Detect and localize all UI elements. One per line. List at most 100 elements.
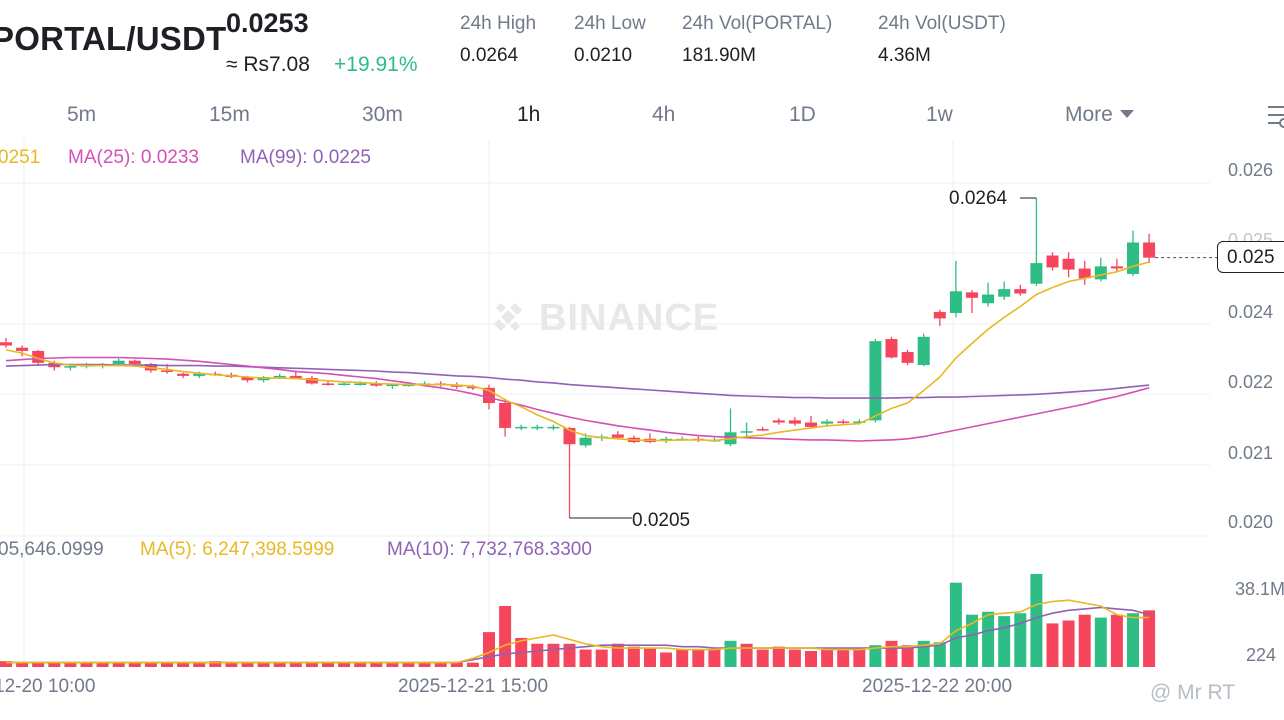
time-axis-label: 2025-12-22 20:00 xyxy=(862,676,1013,697)
volume-bar xyxy=(595,649,608,667)
volume-bar xyxy=(772,646,785,667)
candle-body xyxy=(966,292,978,298)
volume-bar xyxy=(692,649,705,667)
high-price-annotation: 0.0264 xyxy=(949,188,1008,209)
volume-bar xyxy=(837,649,850,667)
volume-bar xyxy=(241,662,254,667)
stat-24h-low-label: 24h Low xyxy=(574,13,646,34)
volume-bar xyxy=(1110,614,1123,667)
candle-body xyxy=(322,383,334,385)
volume-bar xyxy=(724,640,737,667)
more-timeframes-dropdown[interactable]: More xyxy=(1065,103,1134,127)
volume-bar xyxy=(966,614,978,667)
volume-legend: 05,646.0999 xyxy=(0,539,104,560)
volume-bar xyxy=(949,582,962,667)
more-label: More xyxy=(1065,103,1113,126)
low-price-annotation: 0.0205 xyxy=(632,510,691,531)
price-axis-tick: 0.020 xyxy=(1228,512,1274,532)
price-axis-tick: 0.026 xyxy=(1228,160,1274,180)
volume-bar xyxy=(450,662,463,667)
volume-ma10-legend: MA(10): 7,732,768.3300 xyxy=(387,539,592,560)
candle-body xyxy=(579,437,592,446)
time-axis-label: 2025-12-21 15:00 xyxy=(398,676,549,697)
chart-settings-icon[interactable] xyxy=(1262,100,1284,130)
volume-bar xyxy=(821,649,834,667)
volume-bar xyxy=(676,649,689,667)
candle-body xyxy=(949,291,962,313)
candle-body xyxy=(193,373,206,376)
volume-bar xyxy=(193,662,206,667)
volume-bar xyxy=(805,651,817,667)
credit-watermark: @ Mr RT xyxy=(1150,681,1236,704)
volume-bar xyxy=(1094,617,1107,667)
candle-body xyxy=(466,386,479,389)
volume-bar xyxy=(64,662,77,667)
volume-bar xyxy=(96,662,109,667)
volume-bar xyxy=(1030,574,1043,667)
tab-30m[interactable]: 30m xyxy=(362,103,403,126)
candle-body xyxy=(128,360,141,364)
tab-1h[interactable]: 1h xyxy=(517,103,541,126)
candle-body xyxy=(772,420,785,423)
candle-body xyxy=(788,420,801,424)
volume-bar xyxy=(563,643,576,667)
candle-body xyxy=(805,422,817,427)
volume-bar xyxy=(885,640,898,667)
volume-bar xyxy=(128,662,141,667)
volume-bar xyxy=(853,649,866,667)
volume-bar xyxy=(257,662,270,667)
volume-bar xyxy=(644,648,656,667)
candle-body xyxy=(547,426,560,429)
volume-bar xyxy=(1078,614,1091,667)
volume-ma5-legend: MA(5): 6,247,398.5999 xyxy=(140,539,335,560)
ma7-legend: 0251 xyxy=(0,147,41,168)
candle-body xyxy=(1046,255,1059,268)
tab-15m[interactable]: 15m xyxy=(209,103,250,126)
volume-bar xyxy=(418,662,431,667)
candle-body xyxy=(1014,289,1027,294)
stat-24h-vol-quote-value: 4.36M xyxy=(878,45,931,66)
stat-24h-vol-base-value: 181.90M xyxy=(682,45,756,66)
volume-bar xyxy=(402,662,415,667)
volume-bar xyxy=(547,643,560,667)
candle-body xyxy=(1143,242,1156,258)
candle-body xyxy=(112,360,125,364)
volume-bar xyxy=(370,662,383,667)
volume-axis-tick: 38.1M xyxy=(1235,579,1284,599)
volume-bar xyxy=(788,649,801,667)
volume-bar xyxy=(1143,610,1156,667)
ma99-legend: MA(99): 0.0225 xyxy=(240,147,371,168)
volume-bar xyxy=(112,662,125,667)
candle-body xyxy=(611,434,624,438)
stat-24h-low-value: 0.0210 xyxy=(574,45,633,66)
volume-bar xyxy=(998,616,1011,667)
volume-bar xyxy=(901,645,914,667)
candle-body xyxy=(386,384,399,387)
ma25-legend: MA(25): 0.0233 xyxy=(68,147,199,168)
candle-body xyxy=(1062,258,1075,270)
stat-24h-high-label: 24h High xyxy=(460,13,537,34)
candle-body xyxy=(370,383,383,386)
candle-body xyxy=(16,347,29,351)
tab-1w[interactable]: 1w xyxy=(926,103,953,126)
price-change-percent: +19.91% xyxy=(334,53,418,76)
volume-bar xyxy=(933,642,946,667)
volume-bar xyxy=(16,662,29,667)
candle-body xyxy=(32,350,45,363)
candle-body xyxy=(0,342,12,346)
volume-bar xyxy=(209,661,222,667)
tab-1d[interactable]: 1D xyxy=(789,103,816,126)
ma25-line xyxy=(5,356,1150,442)
volume-bar xyxy=(869,645,882,667)
volume-bar xyxy=(273,662,286,667)
volume-bar xyxy=(483,632,495,667)
candle-body xyxy=(354,383,367,385)
tab-4h[interactable]: 4h xyxy=(652,103,676,126)
tab-5m[interactable]: 5m xyxy=(67,103,97,126)
volume-axis-tick: 224 xyxy=(1246,645,1277,665)
volume-bar xyxy=(708,649,721,667)
candle-body xyxy=(499,403,512,428)
candle-body xyxy=(1094,266,1107,280)
fiat-price: ≈ Rs7.08 xyxy=(226,53,310,76)
